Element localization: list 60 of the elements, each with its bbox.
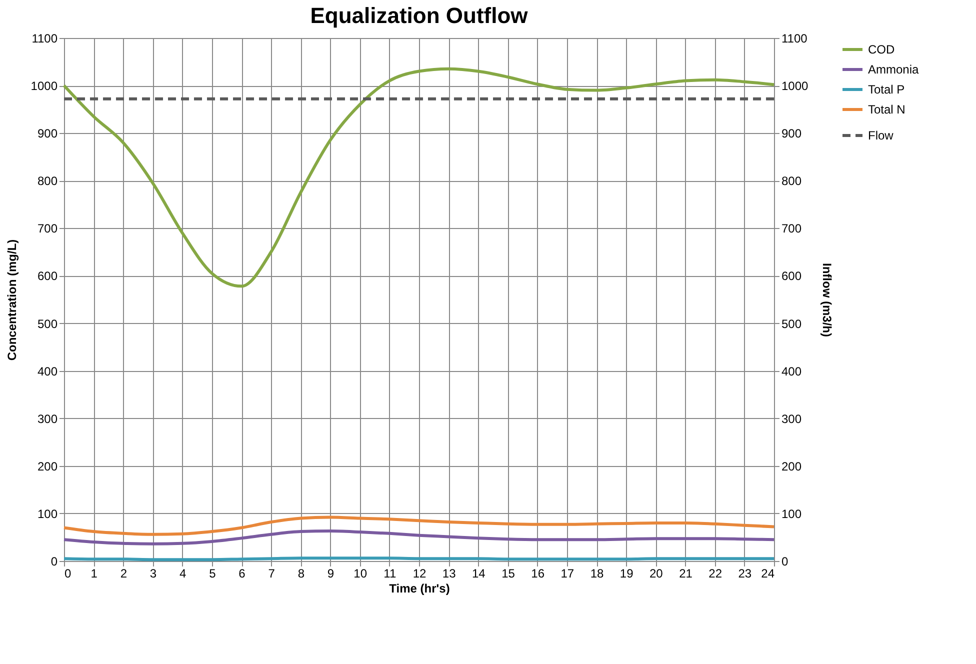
- y-tick-label: 100: [37, 506, 58, 521]
- legend-label: Total N: [868, 102, 906, 116]
- y-tick-label: 900: [37, 126, 58, 141]
- y-tick-label: 800: [37, 174, 58, 188]
- x-tick-label: 21: [679, 566, 693, 580]
- y2-tick-label: 200: [782, 459, 802, 474]
- y-tick-label: 600: [37, 269, 58, 284]
- legend-label: Total P: [868, 82, 905, 96]
- x-tick-label: 14: [472, 566, 486, 580]
- x-axis-title: Time (hr's): [389, 582, 450, 596]
- y-tick-label: 500: [37, 316, 58, 331]
- x-tick-label: 3: [150, 566, 157, 580]
- x-tick-label: 6: [238, 566, 246, 580]
- x-tick-label: 13: [442, 566, 456, 580]
- x-tick-label: 8: [298, 566, 305, 580]
- x-tick-label: 0: [64, 566, 72, 580]
- y2-tick-label: 700: [782, 222, 802, 236]
- x-tick-label: 24: [761, 566, 775, 580]
- legend-label: COD: [868, 42, 895, 56]
- y2-tick-label: 1000: [782, 79, 809, 94]
- y-tick-label: 400: [37, 364, 58, 378]
- x-tick-label: 19: [620, 566, 634, 580]
- y-tick-label: 1000: [30, 79, 58, 94]
- x-tick-label: 4: [179, 566, 186, 580]
- y2-tick-label: 900: [782, 126, 802, 141]
- x-tick-label: 10: [354, 566, 368, 580]
- line-series: [62, 516, 776, 536]
- y-tick-label: 700: [37, 222, 58, 236]
- legend-label: Ammonia: [868, 62, 920, 76]
- line-series: [62, 530, 776, 546]
- y2-tick-label: 300: [782, 412, 802, 426]
- chart-title: Equalization Outflow: [310, 3, 529, 28]
- x-tick-label: 20: [649, 566, 664, 580]
- y2-tick-label: 0: [782, 554, 788, 568]
- y2-tick-label: 800: [782, 174, 802, 188]
- x-tick-label: 18: [590, 566, 604, 580]
- y-axis-title: Concentration (mg/L): [4, 239, 19, 361]
- x-tick-label: 7: [268, 566, 276, 580]
- y2-axis-title: Inflow (m3/h): [820, 263, 834, 337]
- x-tick-label: 1: [90, 566, 98, 580]
- x-tick-label: 12: [412, 566, 426, 580]
- x-tick-label: 17: [560, 566, 574, 580]
- x-tick-label: 5: [209, 566, 216, 580]
- y-tick-label: 200: [37, 459, 58, 474]
- y-tick-label: 0: [50, 554, 58, 568]
- y2-tick-label: 100: [782, 506, 802, 521]
- x-tick-label: 11: [384, 566, 396, 580]
- x-tick-label: 16: [531, 566, 545, 580]
- legend-label: Flow: [868, 128, 894, 142]
- y2-tick-label: 1100: [782, 32, 808, 46]
- y-tick-label: 1100: [32, 32, 58, 46]
- x-tick-label: 9: [327, 566, 334, 580]
- y2-tick-label: 400: [782, 364, 802, 378]
- x-tick-label: 2: [120, 566, 128, 580]
- x-tick-label: 22: [708, 566, 722, 580]
- x-tick-label: 15: [502, 566, 516, 580]
- y-tick-label: 300: [37, 412, 58, 426]
- x-tick-label: 23: [738, 566, 752, 580]
- y2-tick-label: 600: [782, 269, 802, 284]
- y2-tick-label: 500: [782, 316, 802, 331]
